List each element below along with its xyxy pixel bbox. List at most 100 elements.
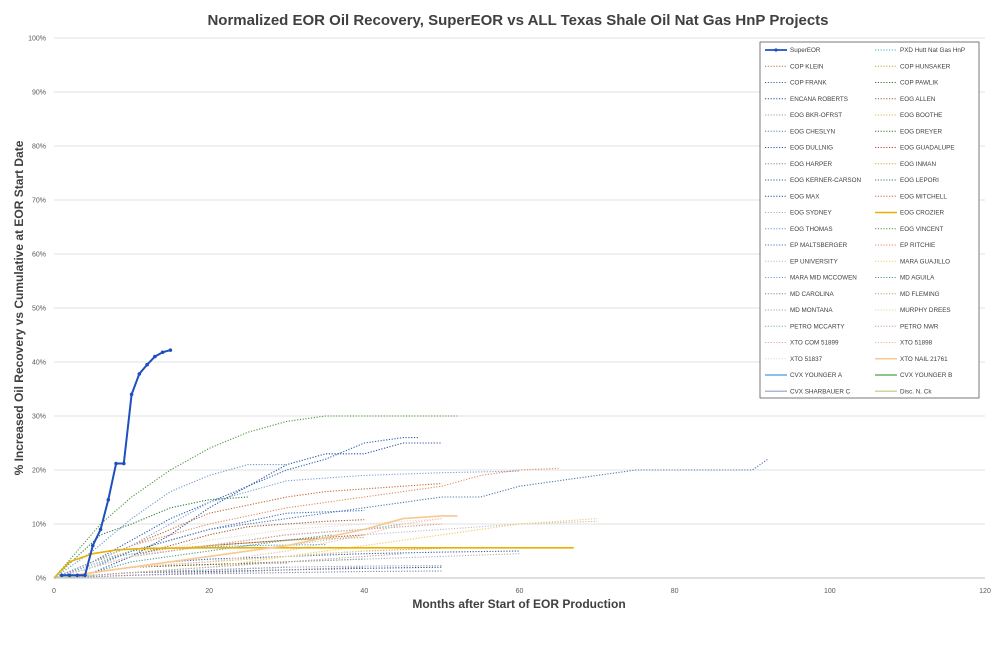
legend-entry: CVX SHARBAUER C bbox=[790, 388, 851, 395]
legend-entry: PETRO MCCARTY bbox=[790, 323, 845, 330]
legend-entry: EOG MAX bbox=[790, 193, 820, 200]
superEOR-marker bbox=[67, 573, 72, 578]
y-tick-label: 70% bbox=[32, 198, 46, 205]
legend-entry: EOG LEPORI bbox=[900, 177, 939, 184]
legend-entry: COP PAWLIK bbox=[900, 80, 939, 87]
superEOR-marker bbox=[59, 573, 64, 578]
superEOR-marker bbox=[75, 573, 80, 578]
series-line-ep-ritchie bbox=[53, 467, 559, 579]
y-tick-label: 60% bbox=[32, 252, 46, 259]
series-line-eog-dreyer bbox=[53, 558, 365, 579]
legend-marker bbox=[774, 48, 778, 52]
series-line-ep-maltsberger bbox=[53, 458, 769, 579]
series-line-md-aguila bbox=[53, 534, 334, 579]
legend-entry: EOG BOOTHE bbox=[900, 112, 942, 119]
x-tick-label: 100 bbox=[824, 588, 836, 595]
series-line-murphy-drees bbox=[53, 550, 365, 579]
x-axis-title: Months after Start of EOR Production bbox=[412, 597, 625, 611]
superEOR-marker bbox=[160, 350, 165, 355]
superEOR-marker bbox=[122, 461, 126, 466]
series-line-md-carolina bbox=[53, 566, 365, 579]
series-line-pxd-hutt-nat-gas-hnp bbox=[53, 543, 326, 579]
legend-entry: EOG ALLEN bbox=[900, 96, 936, 103]
legend-entry: EOG KERNER-CARSON bbox=[790, 177, 861, 184]
superEOR-marker bbox=[168, 348, 173, 352]
y-tick-label: 50% bbox=[32, 306, 46, 313]
superEOR-marker bbox=[90, 543, 95, 548]
superEOR-marker bbox=[83, 573, 87, 578]
superEOR-marker bbox=[153, 354, 157, 359]
superEOR-marker bbox=[114, 461, 118, 466]
legend: SuperEOR PXD Hutt Nat Gas HnP COP KLEIN COP… bbox=[759, 41, 980, 399]
legend-entry: EP RITCHIE bbox=[900, 242, 935, 249]
x-tick-label: 40 bbox=[360, 588, 368, 595]
legend-box bbox=[759, 41, 980, 399]
legend-entry: XTO NAIL 21761 bbox=[900, 356, 948, 363]
legend-entry: MD MONTANA bbox=[790, 307, 833, 314]
series-line-eog-sydney bbox=[53, 553, 520, 579]
series-line-eog-thomas bbox=[53, 464, 287, 579]
plot-area bbox=[53, 348, 769, 579]
legend-entry: EOG GUADALUPE bbox=[900, 145, 955, 152]
legend-entry: EOG CHESLYN bbox=[790, 128, 835, 135]
series-line-xto-51837 bbox=[53, 518, 442, 579]
x-tick-label: 80 bbox=[671, 588, 679, 595]
series-line-eog-harper bbox=[53, 570, 442, 579]
x-tick-label: 20 bbox=[205, 588, 213, 595]
series-line-encana-roberts bbox=[53, 442, 442, 579]
series-line-cop-pawlik bbox=[53, 496, 249, 579]
legend-entry: EP MALTSBERGER bbox=[790, 242, 848, 249]
y-tick-label: 30% bbox=[32, 414, 46, 421]
x-tick-label: 0 bbox=[52, 588, 56, 595]
x-tick-label: 60 bbox=[516, 588, 524, 595]
series-line-eog-vincent bbox=[53, 415, 458, 579]
legend-entry: XTO 51837 bbox=[790, 356, 823, 363]
legend-entry: COP FRANK bbox=[790, 80, 827, 87]
series-line-eog-dullnig bbox=[53, 437, 419, 579]
legend-entry: EOG BKR-OFRST bbox=[790, 112, 842, 119]
superEOR-marker bbox=[98, 527, 103, 532]
legend-entry: MD CAROLINA bbox=[790, 291, 835, 298]
legend-entry: EOG DREYER bbox=[900, 128, 942, 135]
legend-entry: EOG CROZIER bbox=[900, 210, 945, 217]
superEOR-marker bbox=[106, 497, 111, 502]
legend-entry: EP UNIVERSITY bbox=[790, 258, 839, 265]
legend-entry: EOG THOMAS bbox=[790, 226, 833, 233]
y-tick-label: 0% bbox=[36, 576, 46, 583]
legend-entry: CVX YOUNGER B bbox=[900, 372, 952, 379]
y-tick-label: 40% bbox=[32, 360, 46, 367]
legend-entry: COP HUNSAKER bbox=[900, 63, 951, 70]
legend-entry: EOG MITCHELL bbox=[900, 193, 947, 200]
series-line-eog-crozier bbox=[53, 547, 574, 579]
legend-entry: ENCANA ROBERTS bbox=[790, 96, 848, 103]
superEOR-marker bbox=[137, 372, 142, 376]
legend-entry: XTO COM 51899 bbox=[790, 340, 839, 347]
legend-entry: SuperEOR bbox=[790, 47, 821, 54]
y-tick-label: 10% bbox=[32, 522, 46, 529]
superEOR-marker bbox=[129, 392, 134, 397]
legend-entry: PETRO NWR bbox=[900, 323, 939, 330]
legend-entry: COP KLEIN bbox=[790, 63, 824, 70]
legend-entry: PXD Hutt Nat Gas HnP bbox=[900, 47, 965, 54]
chart-title: Normalized EOR Oil Recovery, SuperEOR vs… bbox=[207, 12, 828, 29]
legend-entry: MD FLEMING bbox=[900, 291, 940, 298]
legend-entry: XTO 51898 bbox=[900, 340, 933, 347]
legend-entry: EOG DULLNIG bbox=[790, 145, 833, 152]
series-line-xto-nail-21761 bbox=[53, 515, 458, 579]
legend-entry: EOG HARPER bbox=[790, 161, 832, 168]
x-tick-label: 120 bbox=[979, 588, 991, 595]
y-tick-label: 100% bbox=[28, 36, 46, 43]
y-tick-label: 80% bbox=[32, 144, 46, 151]
legend-entry: EOG SYDNEY bbox=[790, 210, 832, 217]
superEOR-marker bbox=[145, 362, 149, 367]
legend-entry: MD AGUILA bbox=[900, 275, 935, 282]
y-axis-title: % Increased Oil Recovery vs Cumulative a… bbox=[12, 140, 26, 475]
series-line-cop-frank bbox=[53, 509, 365, 579]
legend-entry: MURPHY DREES bbox=[900, 307, 951, 314]
axes: 0% 10% 20% 30% 40% 50% 60% 70% 80% 90% 100% 0 20 40 60… bbox=[28, 36, 991, 596]
series-line-petro-nwr bbox=[53, 553, 404, 579]
y-tick-label: 90% bbox=[32, 90, 46, 97]
legend-entry: CVX YOUNGER A bbox=[790, 372, 843, 379]
y-tick-label: 20% bbox=[32, 468, 46, 475]
